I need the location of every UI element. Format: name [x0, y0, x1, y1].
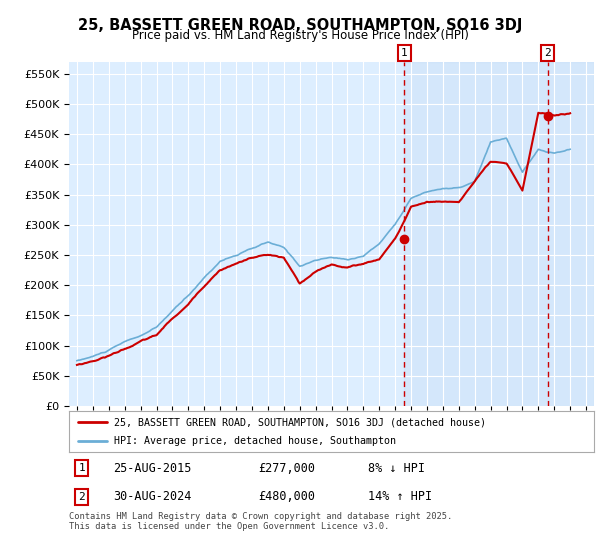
Text: 14% ↑ HPI: 14% ↑ HPI [368, 490, 433, 503]
Text: £277,000: £277,000 [258, 461, 315, 474]
Bar [404, 62, 594, 406]
Text: £480,000: £480,000 [258, 490, 315, 503]
Text: 30-AUG-2024: 30-AUG-2024 [113, 490, 192, 503]
Text: 1: 1 [401, 48, 408, 58]
Text: 25, BASSETT GREEN ROAD, SOUTHAMPTON, SO16 3DJ (detached house): 25, BASSETT GREEN ROAD, SOUTHAMPTON, SO1… [113, 417, 485, 427]
Text: Price paid vs. HM Land Registry's House Price Index (HPI): Price paid vs. HM Land Registry's House … [131, 29, 469, 42]
Text: 25-AUG-2015: 25-AUG-2015 [113, 461, 192, 474]
Text: 25, BASSETT GREEN ROAD, SOUTHAMPTON, SO16 3DJ: 25, BASSETT GREEN ROAD, SOUTHAMPTON, SO1… [78, 18, 522, 33]
Text: 1: 1 [79, 463, 85, 473]
Text: HPI: Average price, detached house, Southampton: HPI: Average price, detached house, Sout… [113, 436, 395, 446]
Text: Contains HM Land Registry data © Crown copyright and database right 2025.
This d: Contains HM Land Registry data © Crown c… [69, 512, 452, 531]
Text: 8% ↓ HPI: 8% ↓ HPI [368, 461, 425, 474]
Text: 2: 2 [544, 48, 551, 58]
Text: 2: 2 [79, 492, 85, 502]
